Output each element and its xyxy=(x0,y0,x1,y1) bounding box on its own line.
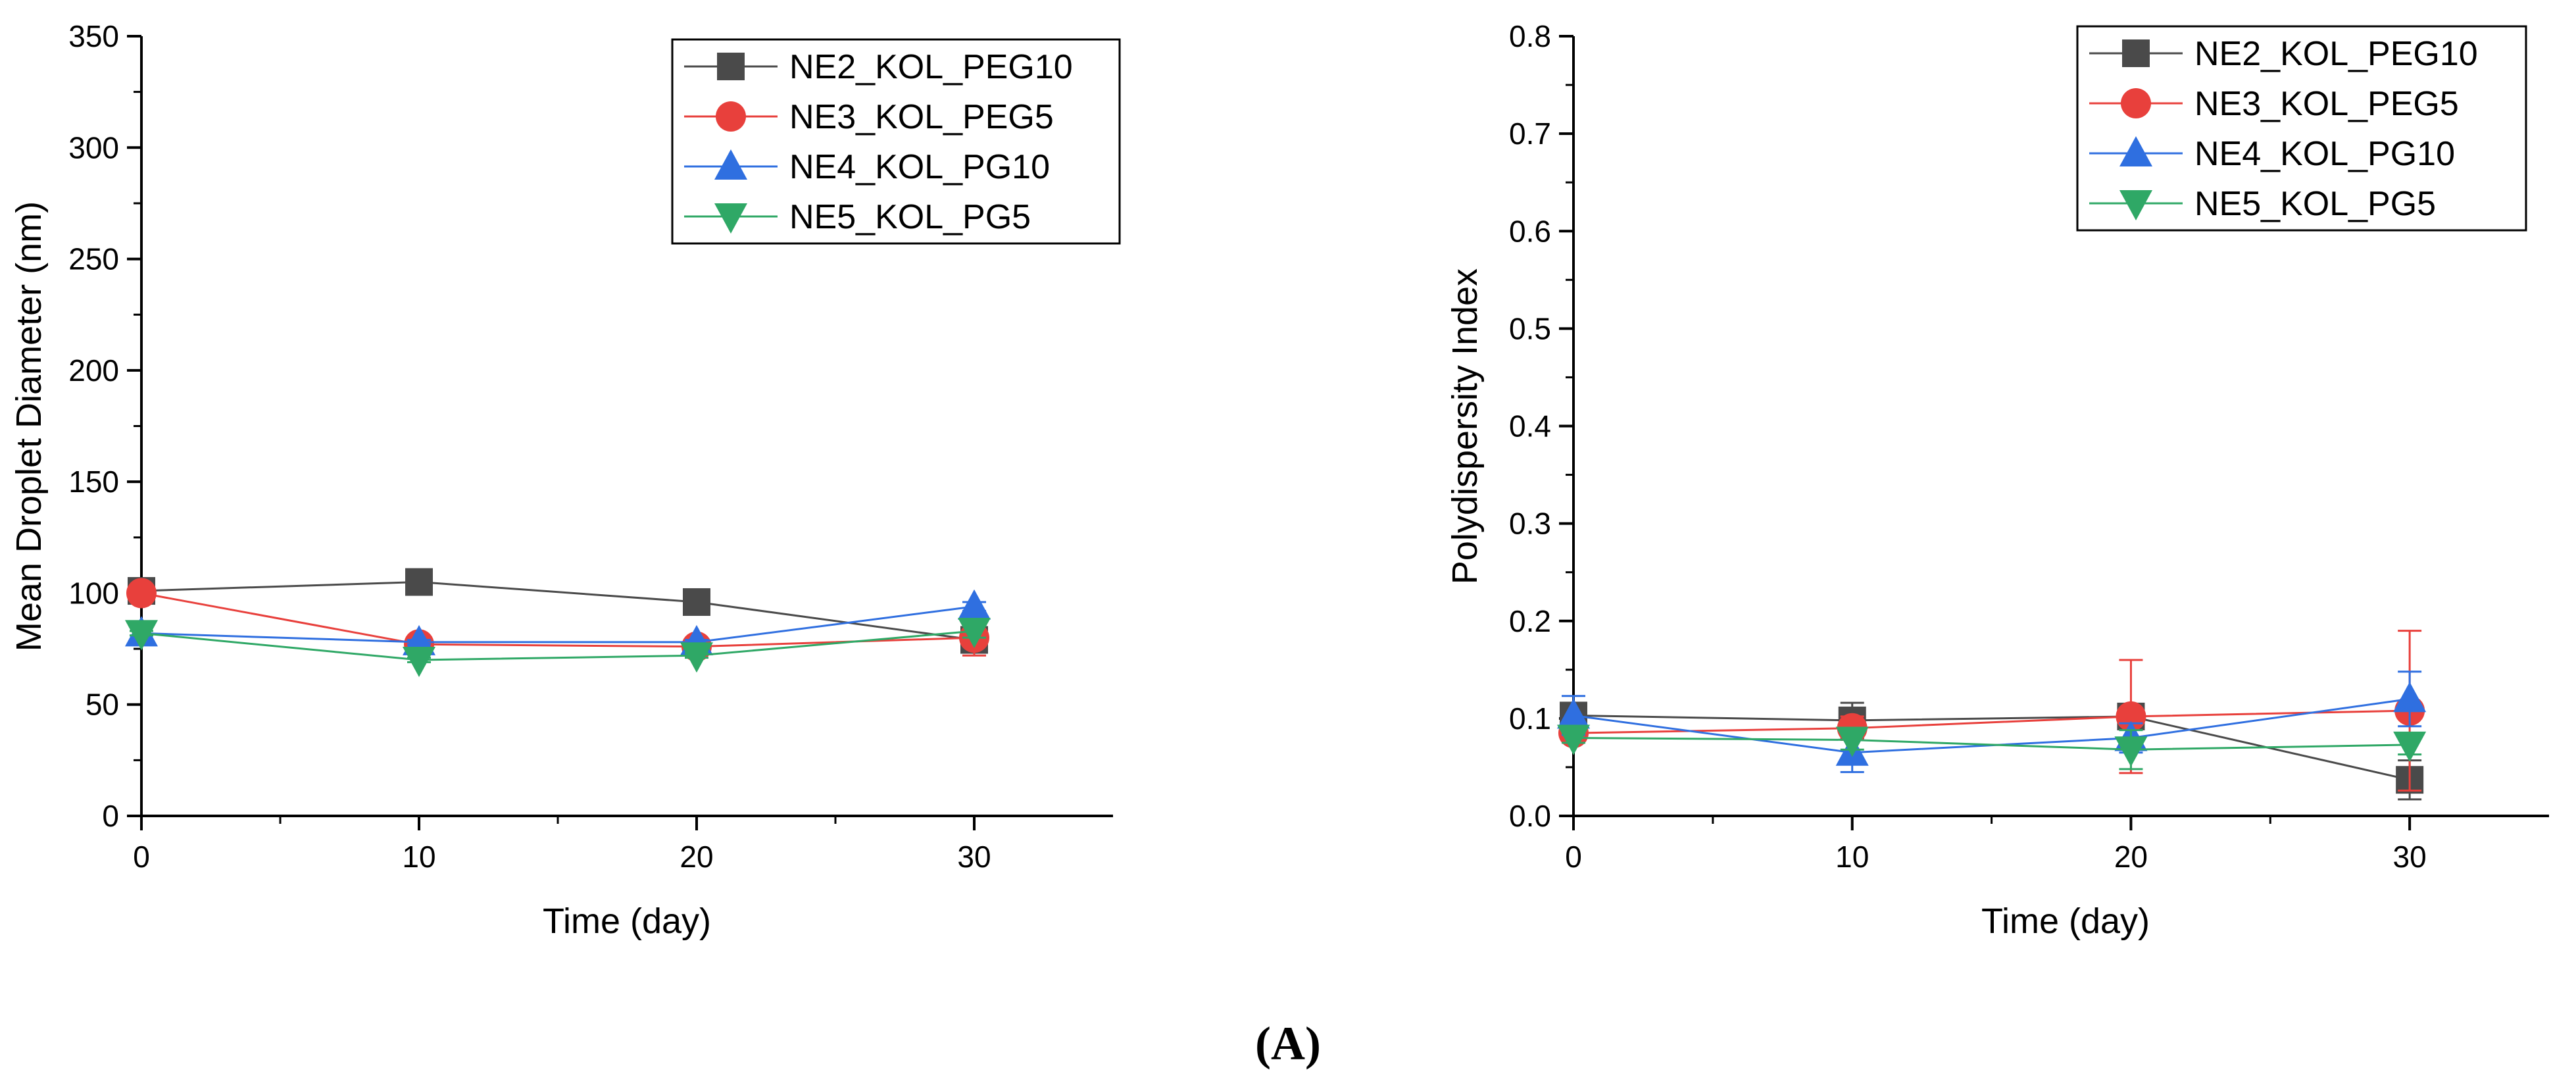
legend-label: NE2_KOL_PEG10 xyxy=(2194,35,2478,73)
data-point xyxy=(683,588,710,616)
y-tick-label: 350 xyxy=(68,19,119,53)
x-tick-label: 0 xyxy=(133,840,150,874)
legend-marker xyxy=(714,203,747,234)
data-point xyxy=(1557,724,1590,755)
legend-marker xyxy=(716,101,746,132)
y-axis-title: Polydispersity Index xyxy=(1445,268,1485,584)
legend-marker xyxy=(2119,190,2152,220)
series-line xyxy=(141,592,975,648)
y-tick-label: 0.0 xyxy=(1509,799,1551,833)
legend-label: NE3_KOL_PEG5 xyxy=(789,98,1054,136)
y-tick-label: 50 xyxy=(86,688,119,722)
y-tick-label: 0.8 xyxy=(1509,19,1551,53)
y-tick-label: 0 xyxy=(102,799,119,833)
legend-marker xyxy=(714,149,747,180)
legend-box xyxy=(671,38,1121,245)
data-point xyxy=(2393,682,2427,713)
series-ne5-kol-pg5 xyxy=(1557,724,2427,771)
x-tick-label: 20 xyxy=(680,840,713,874)
legend-label: NE5_KOL_PG5 xyxy=(789,198,1031,236)
data-point xyxy=(125,620,158,651)
y-tick-label: 0.5 xyxy=(1509,311,1551,345)
legend-marker xyxy=(2122,39,2150,67)
y-tick-label: 150 xyxy=(68,465,119,499)
data-point xyxy=(958,617,991,648)
series-line xyxy=(141,630,975,661)
figure-label: (A) xyxy=(1255,1017,1321,1070)
x-tick-label: 10 xyxy=(402,840,435,874)
data-point xyxy=(1557,698,1590,729)
diameter-chart: 0 50 100 150 200 250 300 350 0 10 20 30 Time (day) Me… xyxy=(9,19,1121,941)
legend: NE2_KOL_PEG10 NE3_KOL_PEG5 NE4_KOL_PG10 NE5… xyxy=(671,38,1121,245)
y-tick-label: 0.2 xyxy=(1509,604,1551,638)
y-tick-label: 100 xyxy=(68,576,119,610)
legend-marker xyxy=(717,53,745,80)
legend-marker xyxy=(2121,88,2151,118)
legend-label: NE4_KOL_PG10 xyxy=(2194,135,2455,173)
legend-label: NE5_KOL_PG5 xyxy=(2194,185,2436,223)
data-point xyxy=(126,578,157,609)
pdi-chart: 0.0 0.1 0.2 0.3 0.4 0.5 0.6 0.7 0.8 0 10 20 30 Time (… xyxy=(1445,19,2549,941)
series-line xyxy=(1573,709,2410,734)
legend-box xyxy=(2076,25,2527,232)
legend-label: NE4_KOL_PG10 xyxy=(789,148,1050,186)
series-line xyxy=(1573,737,2410,751)
data-point xyxy=(958,589,991,620)
data-point xyxy=(1835,726,1869,757)
series-ne5-kol-pg5 xyxy=(125,617,991,677)
x-tick-label: 20 xyxy=(2114,840,2148,874)
y-tick-label: 0.1 xyxy=(1509,701,1551,736)
y-tick-label: 200 xyxy=(68,353,119,388)
y-tick-label: 0.4 xyxy=(1509,409,1551,443)
x-tick-label: 30 xyxy=(2393,840,2427,874)
x-axis-title: Time (day) xyxy=(1981,901,2150,941)
y-tick-label: 0.3 xyxy=(1509,507,1551,541)
y-tick-label: 0.6 xyxy=(1509,214,1551,248)
series-line xyxy=(141,580,975,642)
x-axis-title: Time (day) xyxy=(543,901,711,941)
y-tick-label: 250 xyxy=(68,242,119,276)
legend-label: NE3_KOL_PEG5 xyxy=(2194,85,2459,123)
legend: NE2_KOL_PEG10 NE3_KOL_PEG5 NE4_KOL_PG10 NE5… xyxy=(2076,25,2527,232)
y-axis-title: Mean Droplet Diameter (nm) xyxy=(9,201,49,651)
series-line xyxy=(141,605,975,644)
legend-marker xyxy=(2119,136,2152,166)
x-tick-label: 10 xyxy=(1835,840,1869,874)
data-point xyxy=(2114,736,2148,767)
data-point xyxy=(405,568,433,596)
x-tick-label: 0 xyxy=(1565,840,1582,874)
y-tick-label: 0.7 xyxy=(1509,116,1551,151)
x-tick-label: 30 xyxy=(957,840,991,874)
data-point xyxy=(680,642,713,673)
data-point xyxy=(2393,731,2427,762)
y-tick-label: 300 xyxy=(68,130,119,164)
legend-label: NE2_KOL_PEG10 xyxy=(789,48,1073,86)
data-point xyxy=(403,647,435,677)
